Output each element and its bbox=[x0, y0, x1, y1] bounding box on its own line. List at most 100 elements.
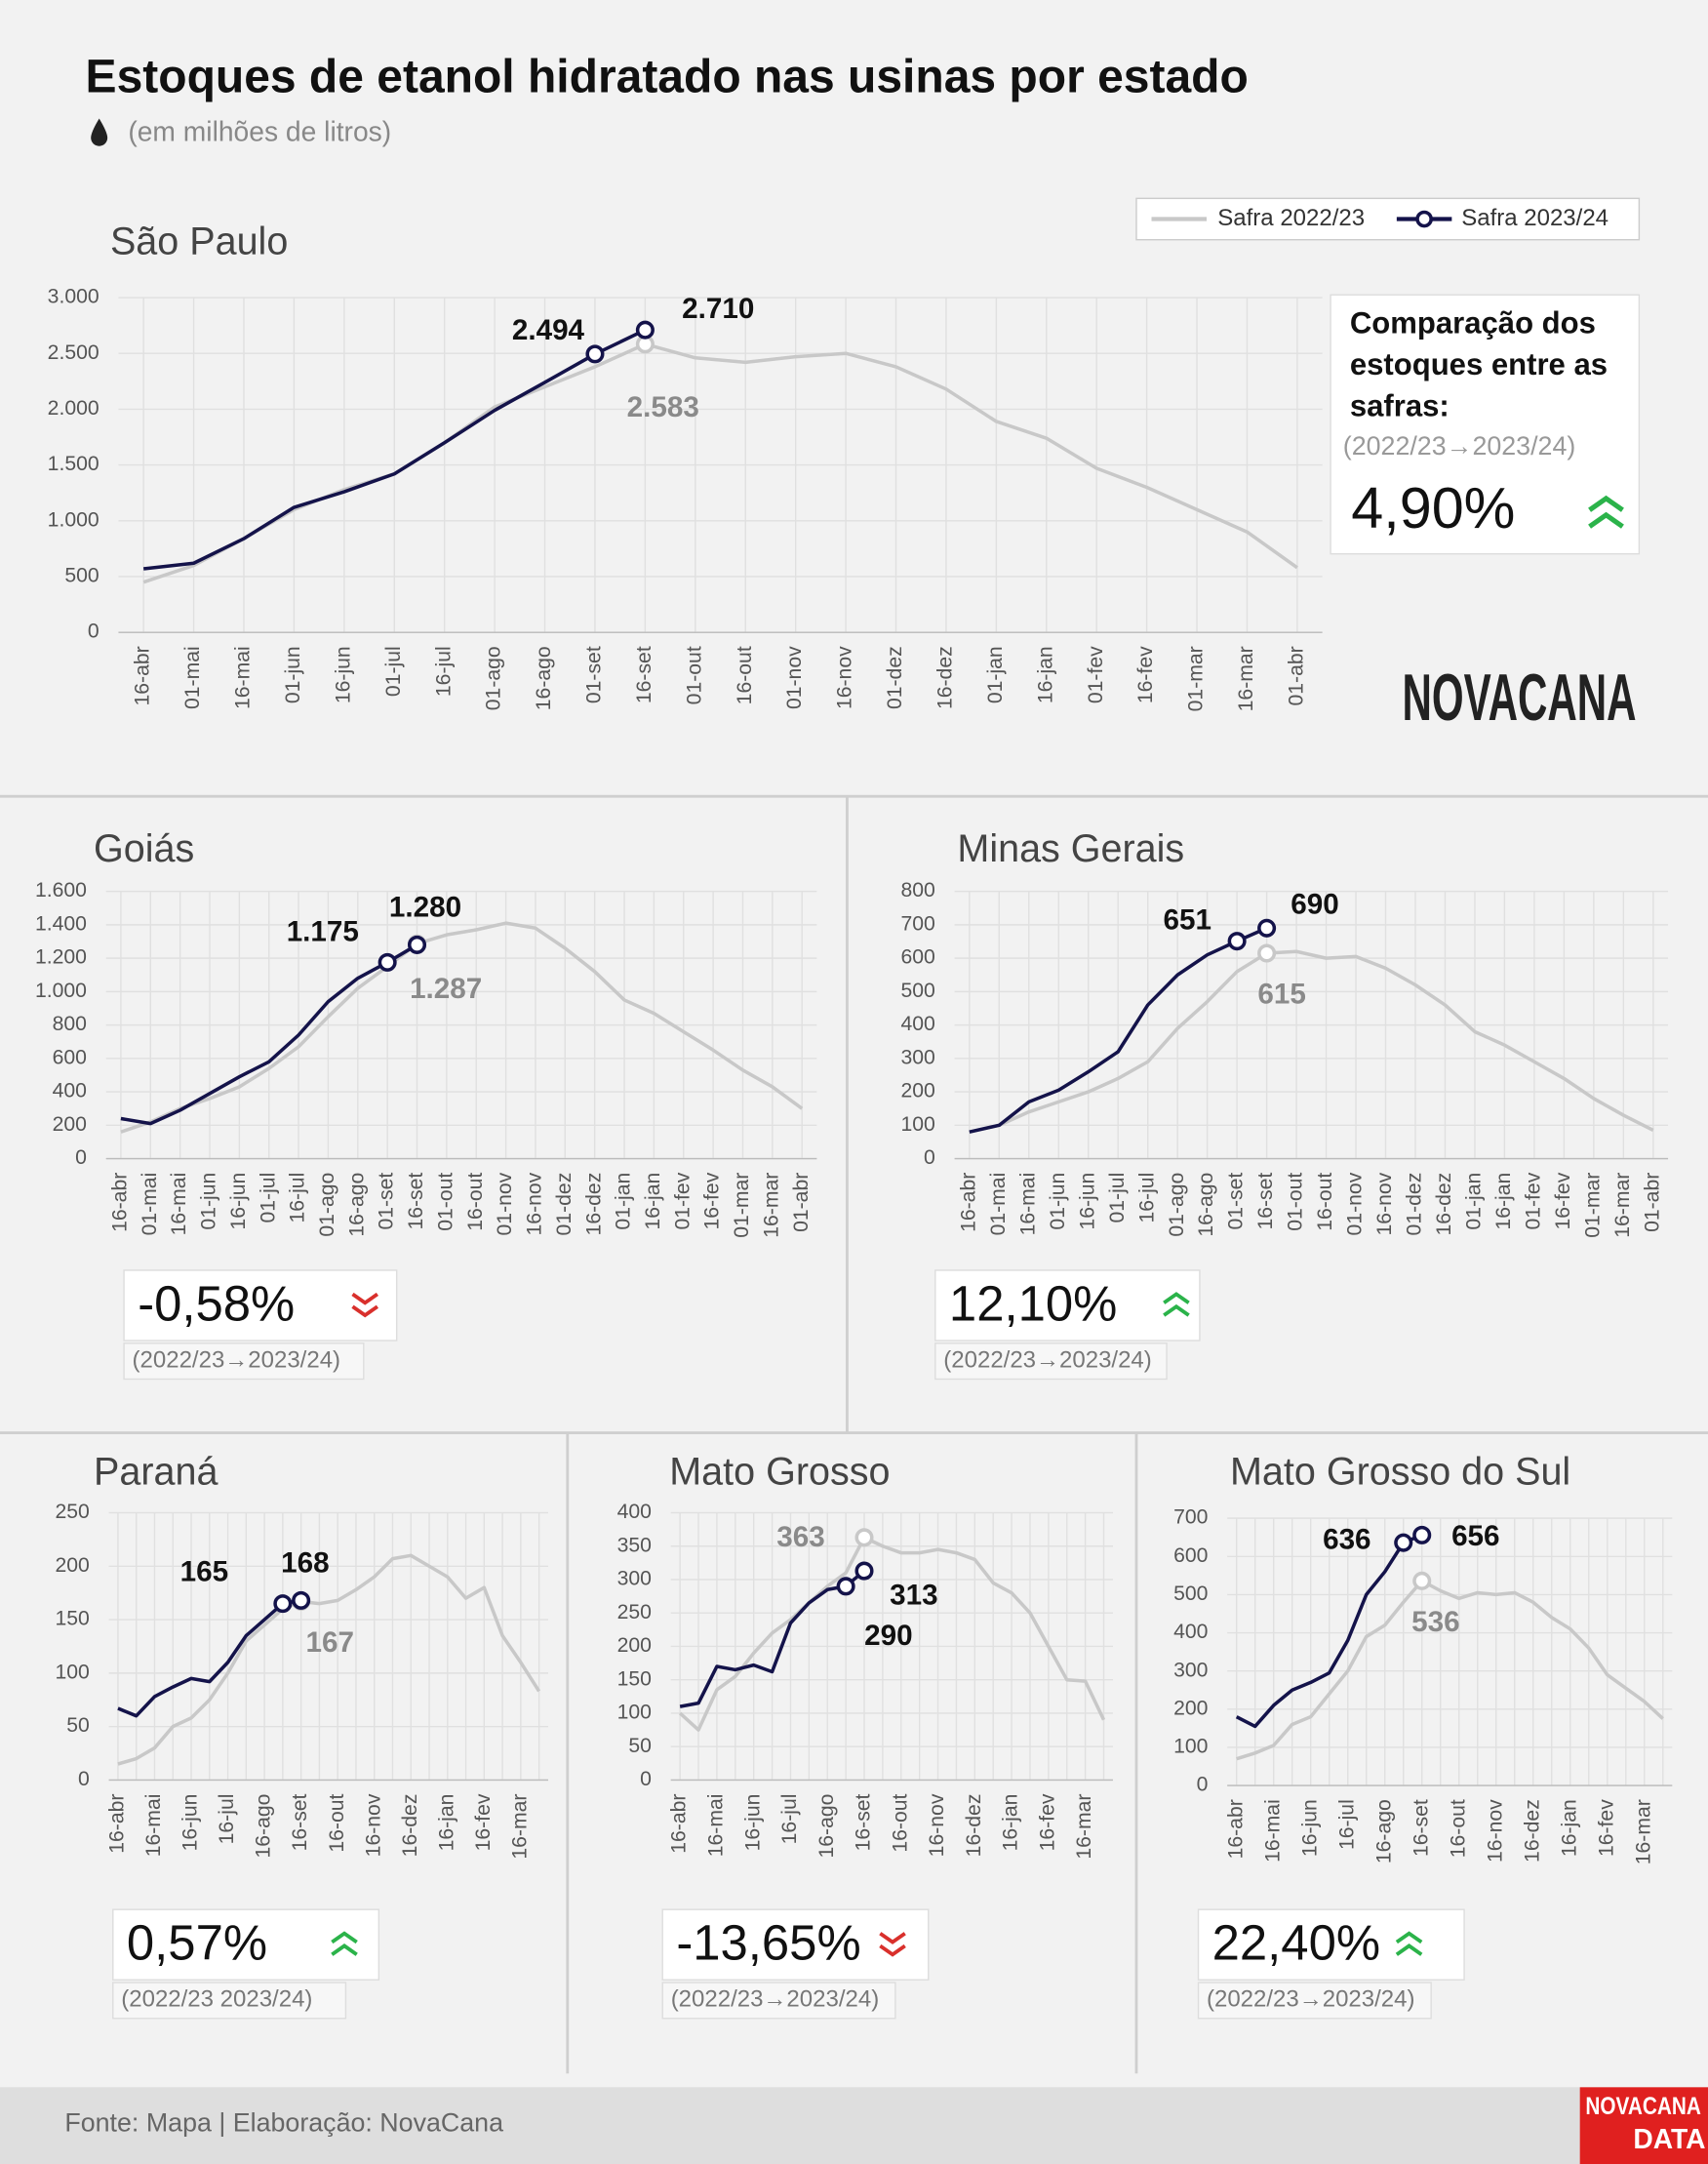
y-tick-label: 400 bbox=[900, 1013, 934, 1035]
y-tick-label: 800 bbox=[900, 879, 934, 902]
data-label: 656 bbox=[1451, 1520, 1499, 1552]
x-tick-label: 16-ago bbox=[1372, 1799, 1395, 1863]
y-tick-label: 200 bbox=[53, 1113, 87, 1136]
y-tick-label: 700 bbox=[1173, 1506, 1208, 1529]
x-tick-label: 16-mar bbox=[1611, 1173, 1634, 1238]
y-tick-label: 250 bbox=[617, 1601, 652, 1623]
y-tick-label: 350 bbox=[617, 1534, 652, 1556]
comparison-value: 22,40% bbox=[1212, 1915, 1380, 1971]
comparison-box bbox=[934, 1269, 1201, 1342]
x-tick-label: 16-abr bbox=[957, 1173, 979, 1232]
point-marker bbox=[585, 344, 605, 364]
x-tick-label: 16-ago bbox=[815, 1794, 838, 1859]
point-marker bbox=[836, 1577, 855, 1596]
x-tick-label: 16-mai bbox=[1016, 1173, 1039, 1236]
series-line bbox=[679, 1569, 866, 1708]
y-tick-label: 400 bbox=[53, 1080, 87, 1102]
comparison-value: 4,90% bbox=[1351, 475, 1515, 541]
point-marker bbox=[854, 1528, 874, 1547]
point-marker bbox=[1394, 1533, 1413, 1552]
x-tick-label: 01-fev bbox=[671, 1172, 694, 1229]
data-label: 363 bbox=[776, 1521, 824, 1553]
x-tick-label: 16-out bbox=[1447, 1799, 1469, 1858]
footer bbox=[0, 2087, 1708, 2164]
comparison-period: (2022/23 2023/24) bbox=[121, 1986, 312, 2013]
x-tick-label: 16-mar bbox=[1632, 1799, 1654, 1864]
series-line bbox=[117, 1598, 301, 1718]
comparison-period: (2022/23→2023/24) bbox=[671, 1986, 880, 2013]
x-tick-label: 16-fev bbox=[1134, 646, 1157, 703]
y-tick-label: 600 bbox=[53, 1046, 87, 1068]
x-tick-label: 01-mar bbox=[1185, 646, 1208, 711]
y-tick-label: 700 bbox=[900, 912, 934, 935]
x-tick-label: 16-set bbox=[405, 1173, 427, 1230]
y-tick-label: 1.400 bbox=[35, 912, 87, 935]
x-tick-label: 16-jul bbox=[287, 1173, 309, 1223]
x-tick-label: 01-ago bbox=[1166, 1173, 1188, 1237]
chart-title: São Paulo bbox=[110, 220, 288, 262]
chart-title: Mato Grosso bbox=[669, 1450, 890, 1493]
x-tick-label: 16-ago bbox=[533, 646, 555, 710]
x-tick-label: 16-jan bbox=[1000, 1794, 1022, 1852]
x-tick-label: 01-fev bbox=[1522, 1172, 1544, 1229]
x-tick-label: 01-ago bbox=[316, 1173, 338, 1237]
x-tick-label: 16-fev bbox=[701, 1172, 724, 1229]
data-label: 2.494 bbox=[512, 314, 585, 346]
series-line bbox=[117, 1553, 541, 1766]
x-tick-label: 16-dez bbox=[1521, 1799, 1543, 1863]
x-tick-label: 16-dez bbox=[963, 1794, 985, 1858]
data-label: 165 bbox=[180, 1555, 228, 1587]
x-tick-label: 01-out bbox=[683, 646, 705, 704]
x-tick-label: 16-out bbox=[464, 1173, 487, 1231]
x-tick-label: 01-jan bbox=[613, 1173, 635, 1230]
x-tick-label: 01-nov bbox=[1344, 1172, 1367, 1235]
y-tick-label: 300 bbox=[900, 1046, 934, 1068]
x-tick-label: 01-jan bbox=[1463, 1173, 1486, 1230]
x-tick-label: 16-mai bbox=[1261, 1799, 1284, 1863]
trend-arrow bbox=[351, 1292, 379, 1305]
period-box bbox=[123, 1342, 365, 1381]
point-marker bbox=[1257, 918, 1277, 938]
x-tick-label: 01-mar bbox=[731, 1173, 753, 1238]
legend bbox=[1135, 197, 1641, 241]
x-tick-label: 16-fev bbox=[472, 1793, 495, 1851]
x-tick-label: 01-fev bbox=[1085, 646, 1107, 703]
comparison-period: (2022/23→2023/24) bbox=[1207, 1986, 1415, 2013]
drop-icon bbox=[91, 118, 108, 146]
chart-title: Minas Gerais bbox=[957, 827, 1184, 870]
y-tick-label: 600 bbox=[1173, 1544, 1208, 1567]
x-tick-label: 01-abr bbox=[1641, 1173, 1663, 1232]
x-tick-label: 16-nov bbox=[1373, 1172, 1396, 1235]
x-tick-label: 16-jan bbox=[1492, 1173, 1515, 1230]
x-tick-label: 01-ago bbox=[483, 646, 505, 710]
y-tick-label: 100 bbox=[900, 1113, 934, 1136]
x-tick-label: 16-jul bbox=[1135, 1173, 1158, 1223]
comparison-period: (2022/23→2023/24) bbox=[133, 1347, 341, 1374]
data-label: 536 bbox=[1411, 1606, 1459, 1638]
x-tick-label: 01-nov bbox=[494, 1172, 516, 1235]
legend-label: Safra 2023/24 bbox=[1461, 205, 1609, 231]
point-marker bbox=[407, 935, 427, 954]
subtitle: (em milhões de litros) bbox=[128, 115, 391, 146]
comparison-box bbox=[661, 1908, 930, 1981]
footer-logo-box bbox=[1579, 2087, 1708, 2164]
period-box bbox=[661, 1982, 896, 2020]
point-marker bbox=[635, 320, 655, 340]
y-tick-label: 100 bbox=[55, 1661, 89, 1683]
y-tick-label: 0 bbox=[75, 1146, 87, 1169]
x-tick-label: 16-nov bbox=[834, 646, 856, 709]
x-tick-label: 01-out bbox=[1285, 1173, 1307, 1231]
x-tick-label: 01-mar bbox=[1581, 1173, 1604, 1238]
point-marker bbox=[292, 1590, 311, 1610]
x-tick-label: 16-jun bbox=[741, 1794, 764, 1852]
data-label: 2.583 bbox=[627, 391, 699, 423]
point-marker bbox=[273, 1594, 293, 1614]
footer-logo: DATA bbox=[1633, 2123, 1705, 2154]
x-tick-label: 16-ago bbox=[253, 1794, 275, 1859]
x-tick-label: 16-dez bbox=[934, 646, 957, 709]
x-tick-label: 16-out bbox=[1314, 1173, 1336, 1231]
legend-label: Safra 2022/23 bbox=[1217, 205, 1365, 231]
source: Fonte: Mapa | Elaboração: NovaCana bbox=[64, 2108, 503, 2138]
